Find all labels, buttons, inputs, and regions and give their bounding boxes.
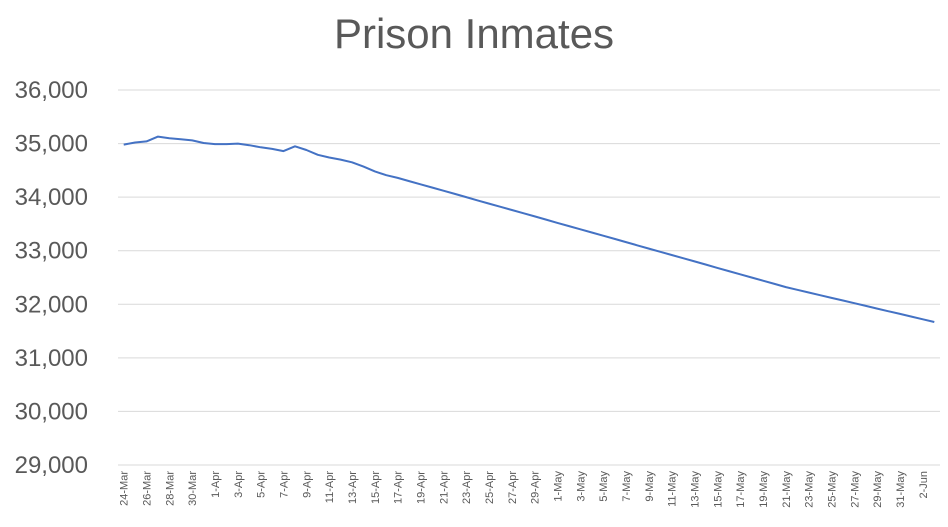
x-tick-label: 27-Apr [507,471,519,504]
x-tick-label: 26-Mar [142,471,154,506]
x-tick-label: 1-May [553,471,565,502]
x-tick-label: 29-Apr [530,471,542,504]
x-tick-label: 25-Apr [484,471,496,504]
x-tick-label: 17-May [735,471,747,508]
x-tick-label: 3-Apr [233,471,245,498]
series-line [123,135,935,323]
x-tick-label: 15-May [712,471,724,508]
x-tick-label: 31-May [895,471,907,508]
y-tick-label: 35,000 [15,131,88,158]
x-tick-label: 23-May [804,471,816,508]
x-tick-label: 30-Mar [187,471,199,506]
x-tick-label: 5-May [598,471,610,502]
y-tick-label: 32,000 [15,291,88,318]
x-tick-label: 11-May [667,471,679,507]
x-tick-label: 15-Apr [370,471,382,504]
x-tick-label: 21-Apr [438,471,450,504]
gridlines [118,89,940,466]
x-tick-label: 3-May [575,471,587,502]
x-tick-label: 11-Apr [324,471,336,504]
x-tick-label: 17-Apr [393,471,405,504]
chart-title: Prison Inmates [333,10,615,57]
x-tick-label: 2-Jun [918,471,930,499]
x-tick-label: 5-Apr [256,471,268,498]
x-tick-label: 25-May [827,471,839,508]
x-tick-label: 13-Apr [347,471,359,504]
x-tick-label: 21-May [781,471,793,508]
x-tick-label: 23-Apr [461,471,473,504]
y-tick-label: 31,000 [15,345,88,372]
x-tick-label: 24-Mar [119,471,131,506]
x-tick-label: 9-May [644,471,656,502]
x-tick-label: 19-May [758,471,770,508]
y-axis-ticks: 29,000 30,000 31,000 32,000 33,000 34,000 35,0… [15,77,88,479]
y-tick-label: 36,000 [15,77,88,104]
y-tick-label: 30,000 [15,398,88,425]
x-tick-label: 13-May [690,471,702,508]
series-layer [123,135,935,323]
x-tick-label: 7-Apr [279,471,291,498]
x-tick-label: 27-May [849,471,861,508]
y-tick-label: 34,000 [15,184,88,211]
x-tick-label: 19-Apr [416,471,428,504]
x-tick-label: 28-Mar [164,471,176,506]
x-tick-label: 7-May [621,471,633,502]
y-tick-label: 33,000 [15,238,88,265]
x-tick-label: 1-Apr [210,471,222,498]
y-tick-label: 29,000 [15,452,88,479]
x-axis-ticks: 24-Mar 26-Mar 28-Mar 30-Mar 1-Apr 3-Apr 5-Apr 7… [119,471,930,508]
x-tick-label: 29-May [872,471,884,508]
x-tick-label: 9-Apr [301,471,313,498]
